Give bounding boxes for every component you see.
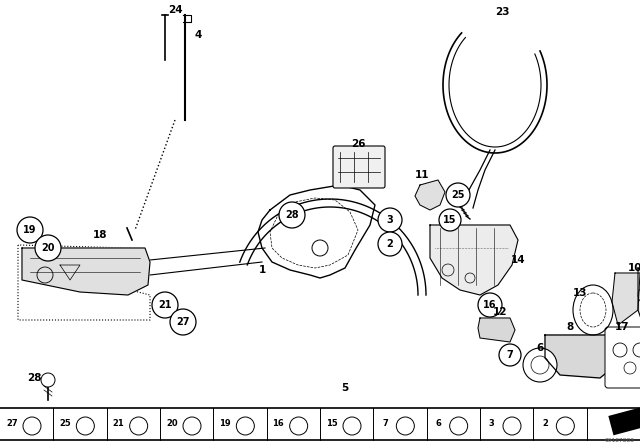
Text: 2: 2 — [542, 419, 548, 428]
Circle shape — [41, 373, 55, 387]
Text: 19: 19 — [220, 419, 231, 428]
Text: 4: 4 — [195, 30, 202, 40]
Text: 23: 23 — [495, 7, 509, 17]
Circle shape — [378, 232, 402, 256]
Circle shape — [439, 209, 461, 231]
Text: 19: 19 — [23, 225, 36, 235]
Text: 3: 3 — [387, 215, 394, 225]
Circle shape — [170, 309, 196, 335]
Polygon shape — [22, 248, 150, 295]
Text: 16: 16 — [483, 300, 497, 310]
Polygon shape — [612, 273, 640, 325]
Text: 6: 6 — [536, 343, 543, 353]
Text: 28: 28 — [285, 210, 299, 220]
Text: 20: 20 — [166, 419, 177, 428]
Text: 17: 17 — [614, 322, 629, 332]
Circle shape — [35, 235, 61, 261]
Polygon shape — [415, 180, 445, 210]
Text: 27: 27 — [176, 317, 189, 327]
Text: 8: 8 — [566, 322, 573, 332]
Text: 7: 7 — [382, 419, 388, 428]
Polygon shape — [430, 225, 518, 295]
Text: 15: 15 — [326, 419, 338, 428]
Polygon shape — [545, 335, 622, 378]
Text: 5: 5 — [341, 383, 349, 393]
Circle shape — [17, 217, 43, 243]
Text: 2: 2 — [387, 239, 394, 249]
Text: 26: 26 — [351, 139, 365, 149]
Text: 21: 21 — [113, 419, 124, 428]
Text: 3: 3 — [489, 419, 495, 428]
Text: 14: 14 — [511, 255, 525, 265]
Circle shape — [378, 208, 402, 232]
Text: 6: 6 — [435, 419, 442, 428]
Text: 11: 11 — [415, 170, 429, 180]
Polygon shape — [478, 318, 515, 342]
Text: 25: 25 — [451, 190, 465, 200]
FancyBboxPatch shape — [333, 146, 385, 188]
Text: 28: 28 — [27, 373, 41, 383]
Circle shape — [523, 348, 557, 382]
Circle shape — [152, 292, 178, 318]
Text: 1: 1 — [259, 265, 266, 275]
Text: 21: 21 — [158, 300, 172, 310]
Polygon shape — [638, 268, 640, 330]
Circle shape — [279, 202, 305, 228]
FancyBboxPatch shape — [605, 327, 640, 388]
Text: 16: 16 — [273, 419, 284, 428]
Text: 12: 12 — [493, 307, 508, 317]
Text: 27: 27 — [6, 419, 17, 428]
Text: 18: 18 — [93, 230, 108, 240]
Text: 00187883: 00187883 — [605, 438, 635, 443]
Circle shape — [499, 344, 521, 366]
Bar — [609, 406, 640, 435]
Text: 20: 20 — [41, 243, 55, 253]
Circle shape — [446, 183, 470, 207]
Text: 25: 25 — [59, 419, 71, 428]
Text: 7: 7 — [507, 350, 513, 360]
Text: 10: 10 — [628, 263, 640, 273]
Text: 15: 15 — [444, 215, 457, 225]
Circle shape — [478, 293, 502, 317]
Text: 13: 13 — [573, 288, 588, 298]
Text: 24: 24 — [168, 5, 182, 15]
